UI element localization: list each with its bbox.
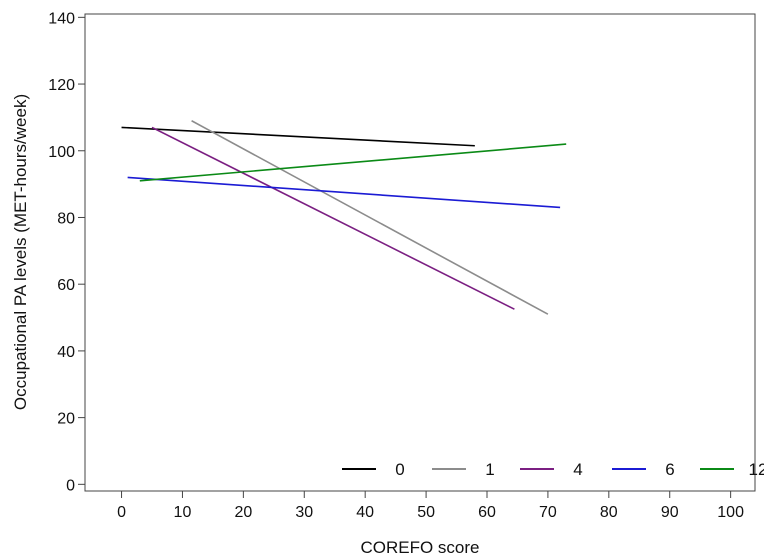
legend-label-6: 6 [665,460,674,479]
x-tick-label: 20 [234,504,252,521]
y-tick-label: 40 [57,344,75,361]
y-tick-label: 0 [66,477,75,494]
x-tick-label: 70 [539,504,557,521]
x-tick-label: 60 [478,504,496,521]
y-tick-label: 140 [48,10,75,27]
y-tick-label: 100 [48,144,75,161]
series-line-1 [191,120,549,315]
x-tick-label: 30 [295,504,313,521]
x-axis-title: COREFO score [360,538,479,557]
x-tick-label: 10 [174,504,192,521]
x-tick-label: 40 [356,504,374,521]
legend-label-1: 1 [485,460,494,479]
series-line-4 [151,126,515,310]
x-tick-label: 90 [661,504,679,521]
series-lines [121,120,567,315]
x-tick-label: 80 [600,504,618,521]
y-tick-label: 20 [57,411,75,428]
series-line-12 [139,143,567,182]
legend-label-0: 0 [395,460,404,479]
legend-label-12: 12 [749,460,764,479]
series-line-0 [121,126,475,147]
x-tick-label: 50 [417,504,435,521]
y-axis: 0 20 40 60 80 100 120 140 [48,10,85,494]
y-tick-label: 120 [48,77,75,94]
legend-label-4: 4 [573,460,582,479]
plot-frame [84,13,756,492]
legend: 0 1 4 6 12 [342,460,764,479]
y-axis-title: Occupational PA levels (MET-hours/week) [11,94,30,410]
y-tick-label: 80 [57,210,75,227]
y-tick-label: 60 [57,277,75,294]
x-axis: 0 10 20 30 40 50 60 70 80 90 100 [117,491,744,521]
series-line-6 [127,176,561,209]
x-tick-label: 0 [117,504,126,521]
x-tick-label: 100 [717,504,744,521]
